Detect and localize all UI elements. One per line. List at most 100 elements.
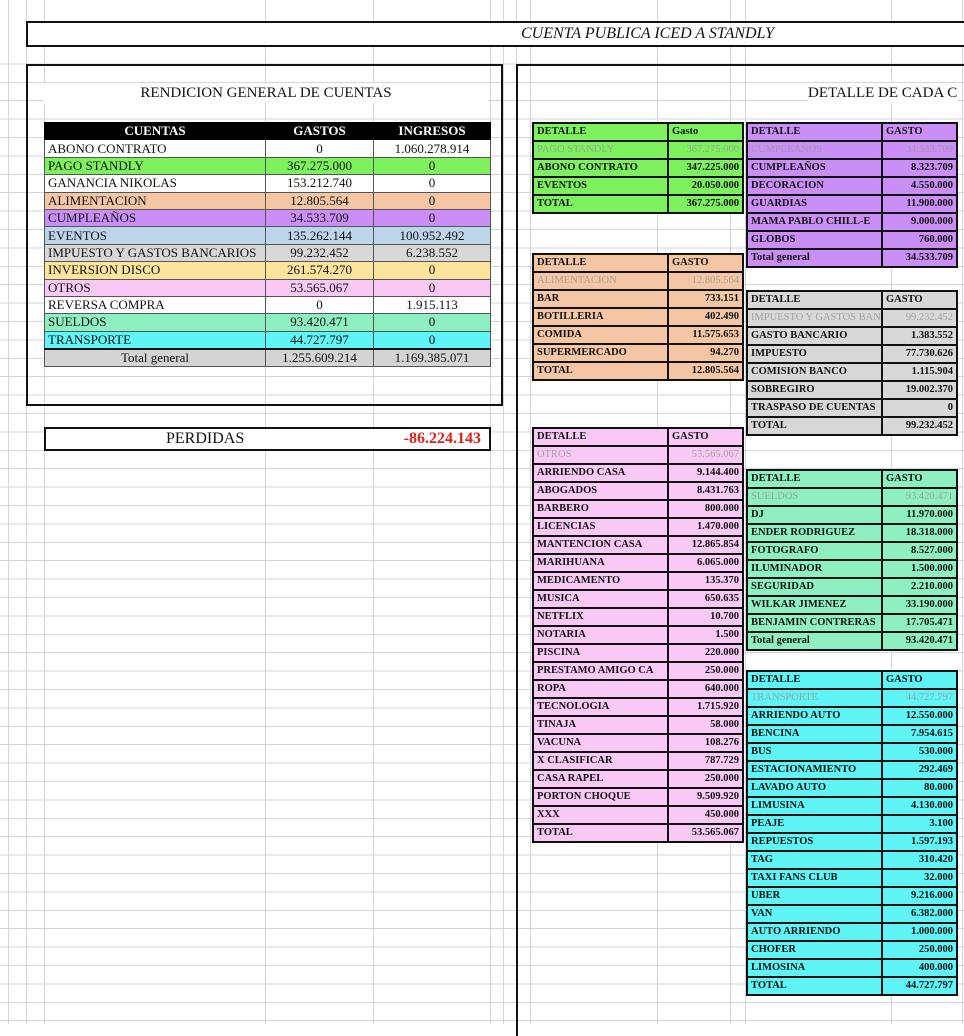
detalle-cell[interactable]: CASA RAPEL [532,769,669,789]
gasto-cell[interactable]: 11.900.000 [881,194,958,214]
ingresos-cell[interactable]: 0 [373,156,491,176]
detalle-cell[interactable]: CUMPLEAÑOS [746,158,883,178]
cuenta-cell[interactable]: CUMPLEAÑOS [44,208,266,228]
gastos-cell[interactable]: 93.420.471 [265,313,374,332]
gastos-cell[interactable]: 367.275.000 [265,156,374,176]
gasto-cell[interactable]: 12.805.564 [667,271,744,291]
total-ingresos[interactable]: 1.169.385.071 [373,348,491,368]
detalle-cell[interactable]: VAN [746,904,883,924]
gasto-cell[interactable]: 32.000 [881,868,958,888]
total-gastos[interactable]: 1.255.609.214 [265,348,374,368]
gastos-cell[interactable]: 44.727.797 [265,330,374,350]
detalle-cell[interactable]: NETFLIX [532,607,669,627]
gasto-cell[interactable]: 53.565.067 [667,823,744,843]
detalle-cell[interactable]: NOTARIA [532,625,669,645]
gasto-cell[interactable]: 77.730.626 [881,344,958,364]
gasto-cell[interactable]: 18.318.000 [881,523,958,543]
gasto-cell[interactable]: 4.130.000 [881,796,958,816]
ingresos-cell[interactable]: 6.238.552 [373,243,491,263]
gasto-cell[interactable]: 6.065.000 [667,553,744,573]
ingresos-cell[interactable]: 0 [373,330,491,350]
gastos-cell[interactable]: 34.533.709 [265,208,374,228]
detalle-cell[interactable]: BAR [532,289,669,309]
detalle-cell[interactable]: BOTILLERIA [532,307,669,327]
detalle-cell[interactable]: DETALLE [746,122,883,142]
detalle-cell[interactable]: TRASPASO DE CUENTAS [746,398,883,418]
detalle-cell[interactable]: PRESTAMO AMIGO CA [532,661,669,681]
gasto-cell[interactable]: 53.565.067 [667,445,744,465]
detalle-cell[interactable]: BENCINA [746,724,883,744]
gasto-cell[interactable]: 450.000 [667,805,744,825]
gasto-cell[interactable]: 1.000.000 [881,922,958,942]
detalle-cell[interactable]: CHOFER [746,940,883,960]
gasto-cell[interactable]: 787.729 [667,751,744,771]
gasto-cell[interactable]: 12.865.854 [667,535,744,555]
gasto-cell[interactable]: 135.370 [667,571,744,591]
gasto-cell[interactable]: 11.970.000 [881,505,958,525]
detalle-cell[interactable]: MEDICAMENTO [532,571,669,591]
gastos-cell[interactable]: 53.565.067 [265,278,374,297]
gasto-cell[interactable]: 9.000.000 [881,212,958,232]
gasto-cell[interactable]: GASTO [881,122,958,142]
header-gastos[interactable]: GASTOS [265,121,374,141]
detalle-cell[interactable]: TRANSPORTE [746,688,883,708]
detalle-cell[interactable]: ENDER RODRIGUEZ [746,523,883,543]
detalle-cell[interactable]: MUSICA [532,589,669,609]
gasto-cell[interactable]: 9.509.920 [667,787,744,807]
gastos-cell[interactable]: 153.212.740 [265,174,374,193]
total-label[interactable]: Total general [44,348,266,368]
detalle-cell[interactable]: SUELDOS [746,487,883,507]
gasto-cell[interactable]: Gasto [667,122,744,142]
gasto-cell[interactable]: 250.000 [881,940,958,960]
gasto-cell[interactable]: 250.000 [667,661,744,681]
detalle-cell[interactable]: LIMOSINA [746,958,883,978]
detalle-cell[interactable]: X CLASIFICAR [532,751,669,771]
gasto-cell[interactable]: 250.000 [667,769,744,789]
gasto-cell[interactable]: 530.000 [881,742,958,762]
detalle-cell[interactable]: ABOGADOS [532,481,669,501]
gasto-cell[interactable]: 93.420.471 [881,487,958,507]
ingresos-cell[interactable]: 100.952.492 [373,226,491,245]
gasto-cell[interactable]: GASTO [881,670,958,690]
gastos-cell[interactable]: 0 [265,139,374,158]
detalle-cell[interactable]: GLOBOS [746,230,883,250]
detalle-cell[interactable]: OTROS [532,445,669,465]
cuenta-cell[interactable]: IMPUESTO Y GASTOS BANCARIOS [44,243,266,263]
detalle-cell[interactable]: LIMUSINA [746,796,883,816]
gastos-cell[interactable]: 99.232.452 [265,243,374,263]
gasto-cell[interactable]: 9.216.000 [881,886,958,906]
gasto-cell[interactable]: 99.232.452 [881,308,958,328]
gasto-cell[interactable]: 93.420.471 [881,631,958,651]
detalle-cell[interactable]: DETALLE [532,253,669,273]
gastos-cell[interactable]: 0 [265,295,374,315]
detalle-cell[interactable]: REPUESTOS [746,832,883,852]
cuenta-cell[interactable]: INVERSION DISCO [44,261,266,280]
ingresos-cell[interactable]: 0 [373,191,491,210]
gasto-cell[interactable]: 9.144.400 [667,463,744,483]
detalle-cell[interactable]: IMPUESTO Y GASTOS BAN [746,308,883,328]
detalle-cell[interactable]: ALIMENTACION [532,271,669,291]
detalle-cell[interactable]: ILUMINADOR [746,559,883,579]
detalle-cell[interactable]: TOTAL [532,361,669,381]
gasto-cell[interactable]: 99.232.452 [881,416,958,436]
gasto-cell[interactable]: 1.470.000 [667,517,744,537]
ingresos-cell[interactable]: 1.915.113 [373,295,491,315]
detalle-cell[interactable]: LAVADO AUTO [746,778,883,798]
detalle-cell[interactable]: TOTAL [746,416,883,436]
cuenta-cell[interactable]: GANANCIA NIKOLAS [44,174,266,193]
detalle-cell[interactable]: DETALLE [532,122,669,142]
detalle-cell[interactable]: VACUNA [532,733,669,753]
detalle-cell[interactable]: DETALLE [746,290,883,310]
gastos-cell[interactable]: 135.262.144 [265,226,374,245]
detalle-cell[interactable]: UBER [746,886,883,906]
detalle-cell[interactable]: PAGO STANDLY [532,140,669,160]
detalle-cell[interactable]: EVENTOS [532,176,669,196]
detalle-cell[interactable]: SUPERMERCADO [532,343,669,363]
ingresos-cell[interactable]: 0 [373,278,491,297]
detalle-cell[interactable]: TAG [746,850,883,870]
detalle-cell[interactable]: Total general [746,248,883,268]
detalle-cell[interactable]: IMPUESTO [746,344,883,364]
perdidas-row[interactable]: PERDIDAS -86.224.143 [44,427,491,451]
sheet-title-cell[interactable]: CUENTA PUBLICA ICED A STANDLY [26,21,964,47]
detalle-cell[interactable]: MANTENCION CASA [532,535,669,555]
